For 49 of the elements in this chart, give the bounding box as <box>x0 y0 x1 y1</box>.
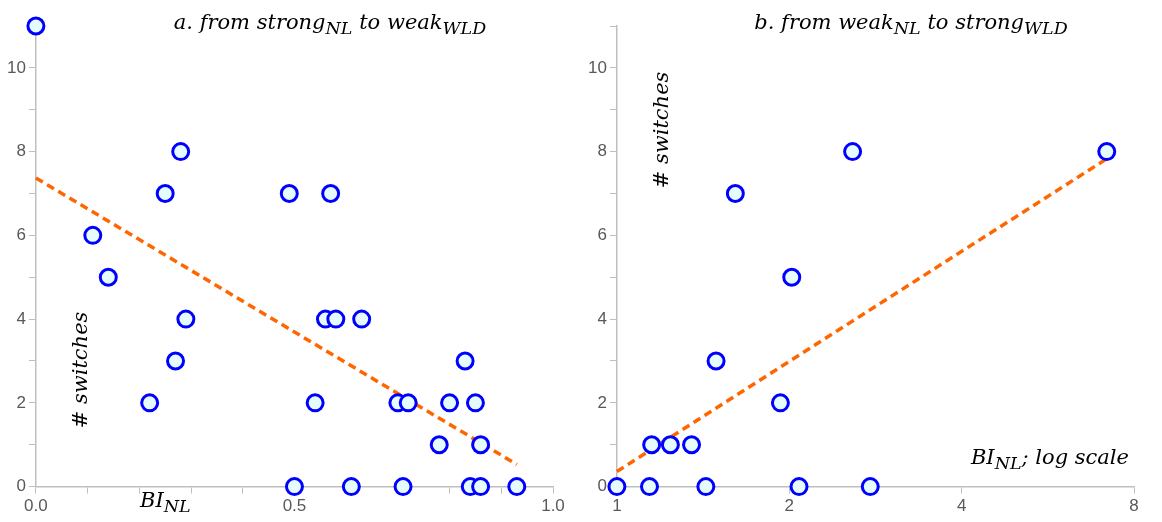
x-tick-label: 1.0 <box>541 496 565 516</box>
y-tick-label: 4 <box>597 308 607 328</box>
point <box>455 351 475 371</box>
point <box>429 435 449 455</box>
x-axis-title: BI$_{NL}$ <box>140 488 191 517</box>
y-tick-label: 8 <box>16 141 26 161</box>
x-axis-title: BI$_{NL}$; log scale <box>970 445 1129 474</box>
point <box>171 142 191 162</box>
point <box>284 477 304 497</box>
point <box>398 393 418 413</box>
point <box>465 393 485 413</box>
point <box>279 183 299 203</box>
point <box>471 477 491 497</box>
point <box>440 393 460 413</box>
point <box>155 183 175 203</box>
point <box>321 183 341 203</box>
point <box>352 309 372 329</box>
point <box>507 477 527 497</box>
x-tick-label: 4 <box>956 496 967 516</box>
y-tick-label: 6 <box>16 225 26 245</box>
x-tick-label: 0.0 <box>24 496 48 516</box>
y-tick-label: 0 <box>16 476 26 496</box>
x-tick-label: 2 <box>784 496 795 516</box>
point <box>140 393 160 413</box>
y-tick-label: 4 <box>16 308 26 328</box>
point <box>326 309 346 329</box>
y-tick-label: 8 <box>597 141 607 161</box>
y-tick-label: 6 <box>597 225 607 245</box>
point <box>341 477 361 497</box>
point <box>166 351 186 371</box>
point <box>305 393 325 413</box>
point <box>176 309 196 329</box>
point <box>393 477 413 497</box>
x-tick-label: 0.5 <box>282 496 307 516</box>
point <box>471 435 491 455</box>
x-tick-label: 8 <box>1129 496 1139 516</box>
y-tick-label: 2 <box>597 392 607 412</box>
point <box>98 267 118 287</box>
y-tick-label: 10 <box>587 57 607 77</box>
chart-title: b. from weak$_{NL}$ to strong$_{WLD}$ <box>753 10 1069 39</box>
point <box>83 225 103 245</box>
y-tick-label: 10 <box>6 57 26 77</box>
y-tick-label: 0 <box>597 476 607 496</box>
point <box>26 16 46 36</box>
y-axis-title: # switches <box>68 311 92 429</box>
x-tick-label: 1 <box>612 496 622 516</box>
chart-title: a. from strong$_{NL}$ to weak$_{WLD}$ <box>172 10 488 39</box>
y-tick-label: 2 <box>16 392 26 412</box>
y-axis-title: # switches <box>649 71 673 189</box>
